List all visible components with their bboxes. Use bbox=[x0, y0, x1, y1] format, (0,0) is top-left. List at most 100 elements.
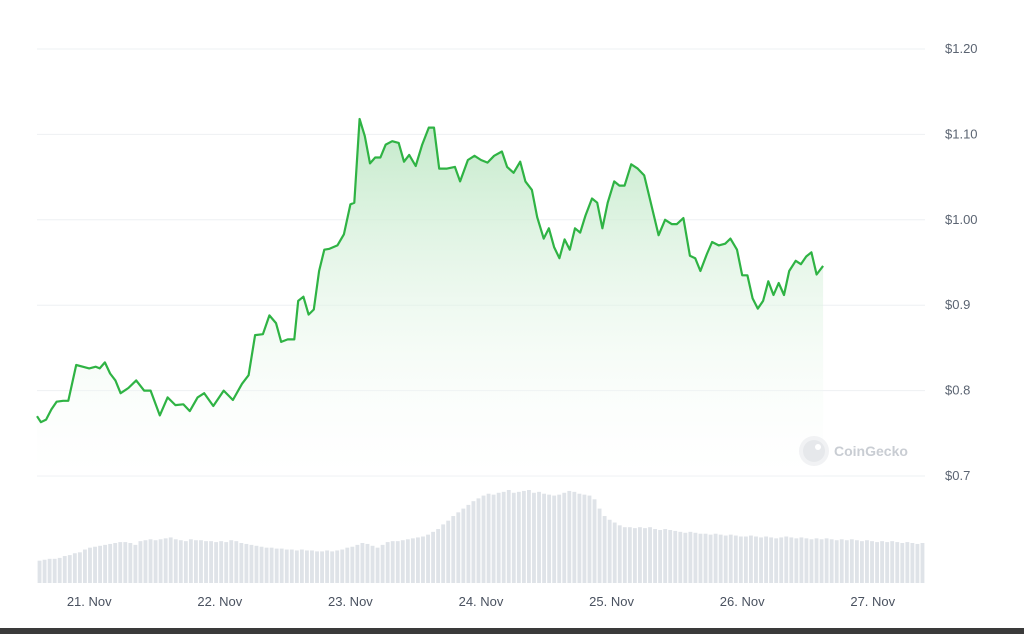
volume-bar bbox=[279, 548, 284, 583]
volume-bar bbox=[93, 546, 97, 583]
volume-bar bbox=[123, 542, 128, 583]
volume-bar bbox=[259, 546, 264, 583]
volume-bar bbox=[622, 527, 627, 583]
volume-bar bbox=[143, 540, 148, 583]
volume-bar bbox=[299, 549, 304, 583]
volume-bar bbox=[516, 491, 521, 583]
volume-bar bbox=[168, 537, 173, 583]
volume-bar bbox=[769, 537, 774, 583]
volume-bar bbox=[83, 549, 87, 583]
volume-bar bbox=[759, 537, 763, 583]
volume-bar bbox=[658, 529, 663, 583]
volume-bar bbox=[188, 539, 193, 583]
volume-bar bbox=[668, 529, 673, 583]
volume-bar bbox=[875, 542, 879, 583]
volume-bar bbox=[219, 541, 224, 583]
volume-bar bbox=[370, 545, 375, 583]
volume-bar bbox=[360, 543, 365, 583]
volume-bar bbox=[244, 543, 249, 583]
volume-bar bbox=[390, 541, 395, 583]
volume-bar bbox=[138, 541, 143, 583]
volume-bar bbox=[163, 538, 168, 583]
volume-bar bbox=[638, 527, 642, 583]
volume-bar bbox=[749, 535, 753, 583]
volume-bar bbox=[466, 504, 471, 583]
volume-bar bbox=[194, 540, 198, 583]
volume-bar bbox=[905, 542, 910, 583]
volume-bar bbox=[582, 494, 587, 583]
volume-bar bbox=[814, 538, 819, 583]
volume-bar bbox=[597, 508, 602, 583]
volume-bar bbox=[178, 540, 183, 583]
price-area-fill bbox=[37, 119, 824, 476]
volume-bar bbox=[118, 542, 123, 583]
volume-bar bbox=[607, 519, 612, 583]
volume-bar bbox=[542, 493, 546, 583]
volume-bar bbox=[62, 556, 67, 583]
volume-bar bbox=[355, 544, 360, 583]
y-axis: $0.7 $0.8 $0.9 $1.00 $1.10 $1.20 bbox=[945, 41, 978, 483]
volume-bar bbox=[264, 547, 269, 583]
volume-bar bbox=[158, 539, 163, 583]
x-tick-label: 24. Nov bbox=[459, 594, 504, 609]
volume-bar bbox=[335, 550, 340, 583]
volume-bar bbox=[663, 529, 668, 583]
volume-bar bbox=[345, 547, 350, 583]
volume-bar bbox=[42, 559, 47, 583]
volume-bar bbox=[426, 534, 430, 583]
volume-bar bbox=[885, 542, 890, 583]
volume-bar bbox=[315, 551, 319, 583]
volume-bar bbox=[849, 539, 854, 583]
volume-bar bbox=[330, 551, 335, 583]
volume-bar bbox=[234, 541, 239, 583]
volume-bar bbox=[617, 525, 622, 583]
volume-bar bbox=[214, 542, 219, 583]
volume-bar bbox=[67, 555, 72, 583]
volume-bar bbox=[486, 493, 491, 583]
volume-bar bbox=[693, 532, 698, 583]
volume-bar bbox=[683, 532, 688, 583]
x-tick-label: 26. Nov bbox=[720, 594, 765, 609]
volume-bar bbox=[632, 528, 637, 583]
volume-bar bbox=[77, 552, 82, 583]
volume-bar bbox=[269, 547, 274, 583]
volume-bar bbox=[405, 539, 410, 583]
volume-bar bbox=[552, 495, 557, 583]
volume-bar bbox=[410, 538, 415, 583]
volume-bar bbox=[239, 543, 244, 583]
x-tick-label: 22. Nov bbox=[197, 594, 242, 609]
volume-bar bbox=[779, 537, 784, 583]
y-tick-label: $1.20 bbox=[945, 41, 978, 56]
volume-bar bbox=[602, 516, 607, 583]
volume-bar bbox=[557, 494, 562, 583]
volume-bar bbox=[527, 490, 531, 583]
volume-bar bbox=[688, 531, 693, 583]
volume-bar bbox=[284, 549, 289, 583]
volume-bars bbox=[37, 490, 925, 583]
volume-bar bbox=[400, 540, 405, 583]
volume-bar bbox=[754, 536, 758, 583]
volume-bar bbox=[385, 542, 390, 583]
volume-bar bbox=[829, 539, 834, 583]
x-tick-label: 27. Nov bbox=[850, 594, 895, 609]
price-area bbox=[36, 117, 824, 476]
volume-bar bbox=[653, 529, 657, 583]
volume-bar bbox=[416, 537, 420, 583]
volume-bar bbox=[587, 495, 592, 583]
volume-bar bbox=[673, 530, 678, 583]
volume-bar bbox=[784, 536, 789, 583]
volume-bar bbox=[294, 550, 299, 583]
volume-bar bbox=[839, 539, 844, 583]
x-tick-label: 23. Nov bbox=[328, 594, 373, 609]
x-tick-label: 21. Nov bbox=[67, 594, 112, 609]
volume-bar bbox=[743, 536, 748, 583]
volume-bar bbox=[249, 544, 254, 583]
y-tick-label: $1.10 bbox=[945, 126, 978, 141]
volume-bar bbox=[113, 543, 118, 583]
volume-bar bbox=[643, 528, 647, 583]
volume-bar bbox=[703, 533, 708, 583]
volume-bar bbox=[728, 534, 733, 583]
volume-bar bbox=[844, 540, 849, 583]
volume-bar bbox=[804, 538, 809, 583]
volume-bar bbox=[799, 537, 804, 583]
